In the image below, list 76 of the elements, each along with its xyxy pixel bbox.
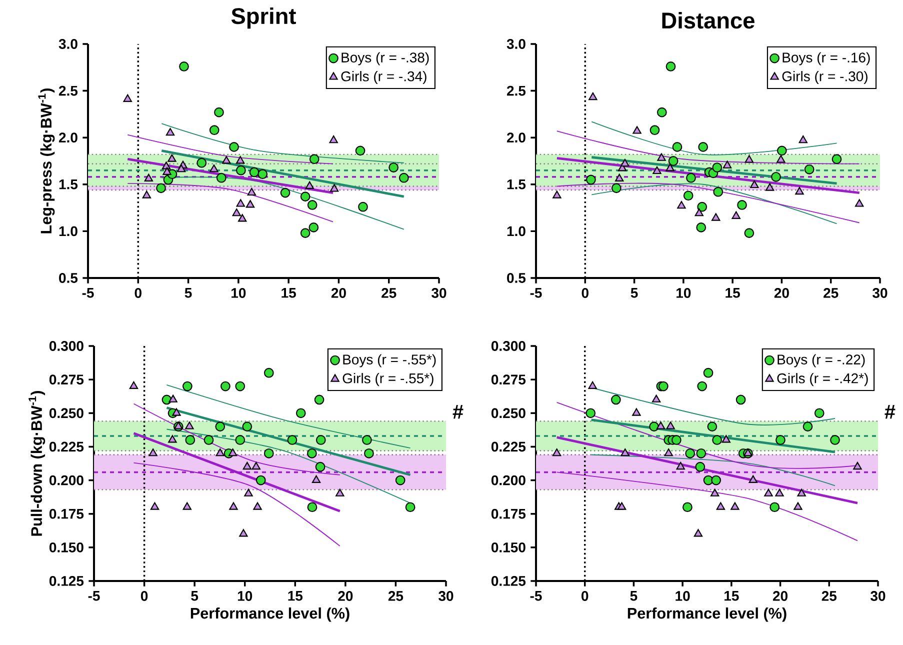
legend-label: Boys (r = -.38) bbox=[342, 52, 429, 66]
y-tick-label: 0.200 bbox=[49, 475, 84, 486]
x-tick-label: 15 bbox=[288, 591, 303, 601]
y-tick-label: 2.0 bbox=[58, 132, 78, 143]
x-tick-label: 5 bbox=[630, 288, 638, 298]
x-tick-label: 20 bbox=[774, 288, 789, 298]
x-tick-label: -5 bbox=[530, 288, 542, 298]
text: # bbox=[452, 404, 464, 419]
x-tick-label: 30 bbox=[870, 591, 886, 601]
text: # bbox=[884, 404, 896, 419]
x-tick-label: -5 bbox=[82, 288, 94, 298]
y-tick-label: 0.300 bbox=[49, 341, 84, 351]
y-tick-label: 2.5 bbox=[58, 86, 78, 96]
x-axis-title: Performance level (%) bbox=[190, 607, 350, 622]
legend-label: Girls (r = -.34) bbox=[341, 71, 426, 84]
legend-label: Boys (r = -.16) bbox=[782, 52, 870, 66]
y-tick-label: 0.225 bbox=[49, 442, 84, 452]
legend-label: Boys (r = -.22) bbox=[778, 354, 865, 368]
x-tick-label: 20 bbox=[772, 591, 788, 601]
y-tick-label: 3.0 bbox=[58, 39, 78, 49]
y-tick-label: 0.300 bbox=[491, 341, 526, 351]
y-tick-label: 2.5 bbox=[506, 86, 526, 96]
y-axis-title: Pull-down (kg·BW$^{-1}$) bbox=[28, 391, 46, 536]
x-tick-label: 25 bbox=[388, 591, 404, 601]
y-tick-label: 0.5 bbox=[59, 273, 78, 283]
x-tick-label: 10 bbox=[238, 591, 252, 601]
legend-label: Boys (r = -.55*) bbox=[343, 354, 436, 368]
x-tick-label: 20 bbox=[331, 288, 346, 298]
y-tick-label: 0.5 bbox=[507, 273, 526, 283]
x-tick-label: 10 bbox=[232, 288, 246, 298]
y-tick-label: 1.0 bbox=[507, 226, 526, 236]
x-tick-label: 15 bbox=[282, 288, 296, 298]
y-tick-label: 0.275 bbox=[491, 374, 526, 385]
x-tick-label: 0 bbox=[582, 288, 588, 298]
x-tick-label: 0 bbox=[134, 288, 142, 298]
y-tick-label: 0.125 bbox=[49, 576, 84, 586]
y-tick-label: 0.275 bbox=[49, 374, 84, 385]
legend-label: Girls (r = -.55*) bbox=[342, 373, 434, 386]
x-tick-label: 30 bbox=[432, 288, 446, 298]
x-tick-label: -5 bbox=[88, 591, 100, 601]
x-tick-label: 20 bbox=[338, 591, 353, 601]
y-tick-label: 0.175 bbox=[49, 508, 84, 519]
y-tick-label: 0.150 bbox=[491, 542, 526, 552]
y-tick-label: 1.0 bbox=[59, 226, 78, 236]
y-axis-title: Leg-press (kg·BW$^{-1}$) bbox=[38, 88, 55, 234]
y-tick-label: 0.250 bbox=[49, 408, 84, 418]
y-tick-label: 1.5 bbox=[507, 180, 526, 190]
y-tick-label: 1.5 bbox=[59, 180, 78, 190]
chart-title: Distance bbox=[662, 12, 754, 29]
legend-label: Girls (r = -.30) bbox=[782, 71, 868, 84]
y-tick-label: 0.250 bbox=[491, 408, 526, 418]
x-tick-label: 5 bbox=[184, 288, 192, 298]
legend-label: Girls (r = -.42*) bbox=[777, 373, 868, 386]
x-tick-label: 0 bbox=[140, 591, 148, 601]
y-tick-label: 0.125 bbox=[491, 576, 526, 586]
y-tick-label: 2.0 bbox=[506, 132, 526, 143]
x-tick-label: 15 bbox=[724, 591, 739, 601]
x-tick-label: -5 bbox=[530, 591, 542, 601]
x-tick-label: 5 bbox=[630, 591, 638, 601]
x-tick-label: 5 bbox=[191, 591, 198, 601]
y-tick-label: 0.150 bbox=[49, 542, 84, 552]
x-tick-label: 25 bbox=[824, 288, 838, 298]
chart-title: Sprint bbox=[231, 7, 296, 29]
x-tick-label: 25 bbox=[382, 288, 396, 298]
x-tick-label: 25 bbox=[822, 591, 837, 601]
x-tick-label: 15 bbox=[726, 288, 740, 298]
x-tick-label: 30 bbox=[438, 591, 454, 601]
y-tick-label: 0.225 bbox=[491, 442, 526, 452]
x-tick-label: 10 bbox=[676, 591, 690, 601]
x-tick-label: 30 bbox=[872, 288, 888, 298]
x-tick-label: 0 bbox=[582, 591, 588, 601]
x-tick-label: 10 bbox=[676, 288, 691, 298]
y-tick-label: 0.175 bbox=[491, 508, 526, 519]
y-tick-label: 3.0 bbox=[506, 39, 526, 49]
y-tick-label: 0.200 bbox=[491, 475, 526, 486]
x-axis-title: Performance level (%) bbox=[628, 607, 786, 622]
